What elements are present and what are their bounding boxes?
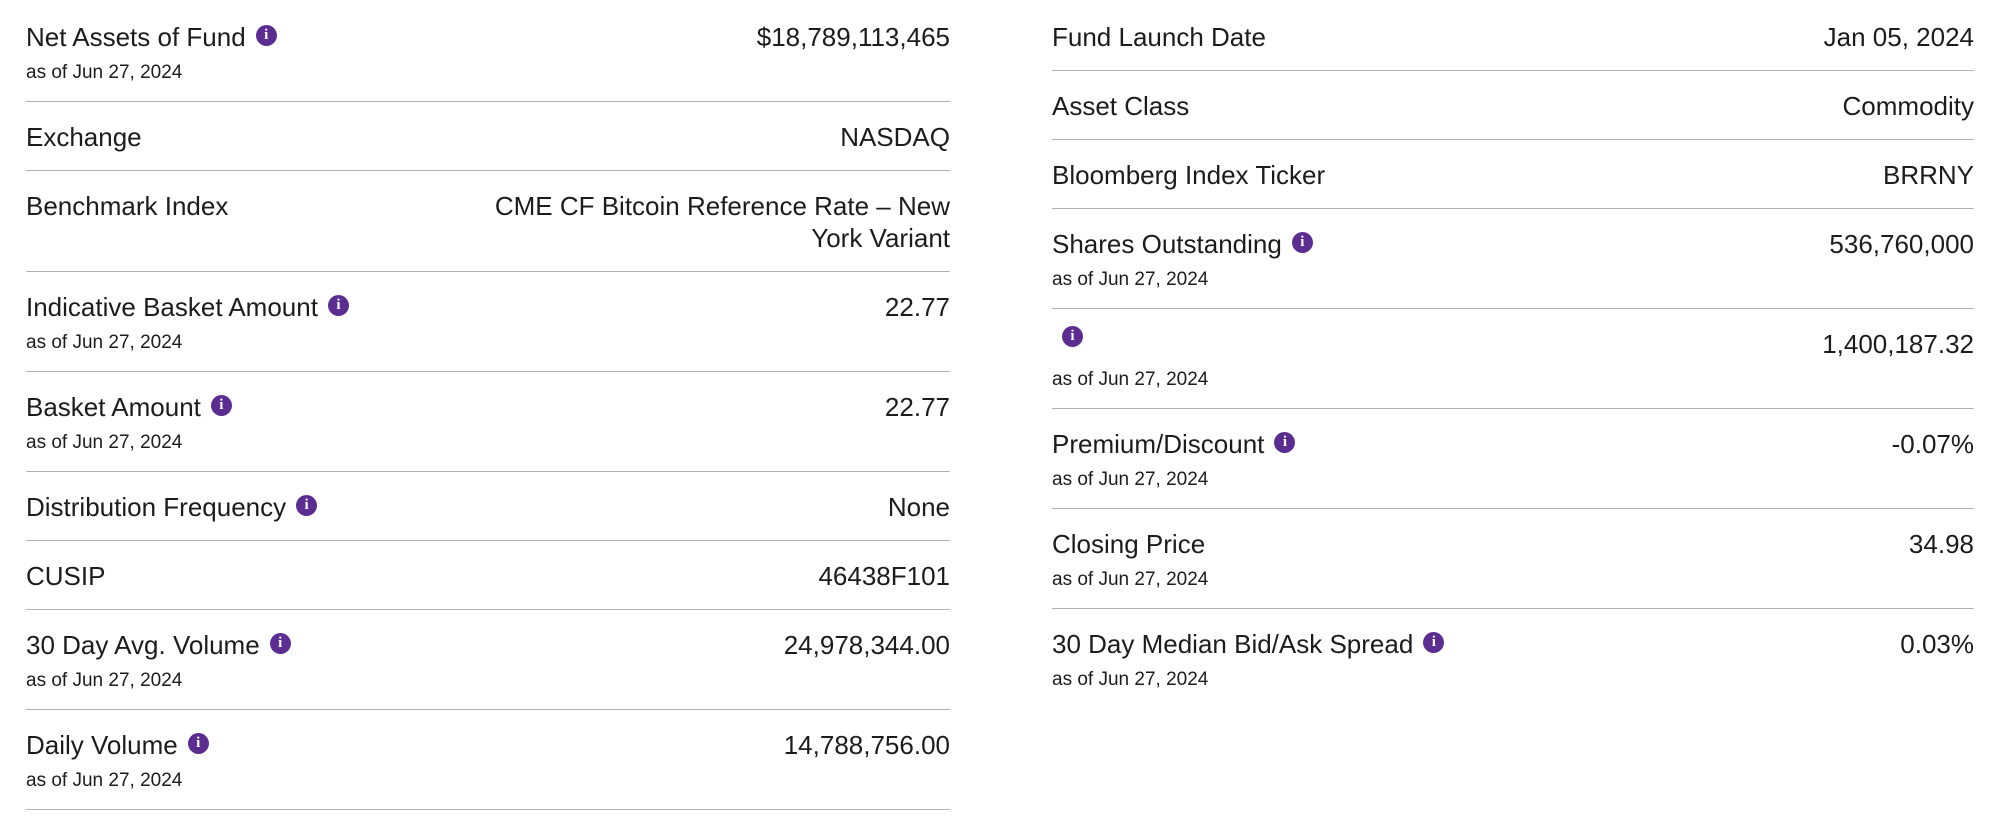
fact-value: None [887, 492, 950, 522]
fact-label: CUSIP [26, 561, 106, 591]
info-icon[interactable]: i [1274, 431, 1296, 453]
fact-label: 30 Day Median Bid/Ask Spread [1052, 629, 1414, 659]
fact-label-line: Benchmark Index [26, 190, 480, 222]
fact-label-line: Daily Volume i [26, 729, 784, 761]
fact-label: Basket Amount [26, 392, 201, 422]
fact-value: 536,760,000 [1829, 229, 1974, 259]
as-of-date: as of Jun 27, 2024 [26, 432, 183, 453]
fact-label: Fund Launch Date [1052, 22, 1266, 52]
info-icon[interactable]: i [1423, 631, 1445, 653]
fact-value: NASDAQ [840, 122, 950, 152]
row-30-day-median-bid-ask-spread: 30 Day Median Bid/Ask Spread i 0.03% as … [1052, 609, 1974, 708]
row-indicative-basket-amount: Indicative Basket Amount i 22.77 as of J… [26, 272, 950, 372]
fact-label: 30 Day Avg. Volume [26, 630, 260, 660]
fact-label-line: Premium/Discount i [1052, 428, 1892, 460]
fact-label-line: Asset Class [1052, 90, 1843, 122]
fact-label-line: i [1052, 326, 1822, 349]
as-of-date: as of Jun 27, 2024 [1052, 369, 1209, 390]
fact-label-line: Distribution Frequency i [26, 491, 888, 523]
fact-label-line: Exchange [26, 121, 840, 153]
as-of-date: as of Jun 27, 2024 [1052, 269, 1209, 290]
row-benchmark-index: Benchmark Index CME CF Bitcoin Reference… [26, 171, 950, 272]
fact-label: Bloomberg Index Ticker [1052, 160, 1326, 190]
fact-value: 46438F101 [818, 561, 950, 591]
as-of-date: as of Jun 27, 2024 [26, 62, 183, 83]
row-shares-outstanding: Shares Outstanding i 536,760,000 as of J… [1052, 209, 1974, 309]
fact-label-line: 30 Day Median Bid/Ask Spread i [1052, 628, 1900, 660]
fact-label: Exchange [26, 122, 142, 152]
fact-label: Asset Class [1052, 91, 1190, 121]
row-basket-amount: Basket Amount i 22.77 as of Jun 27, 2024 [26, 372, 950, 472]
fact-value: 34.98 [1908, 529, 1974, 559]
fact-value: 1,400,187.32 [1822, 329, 1974, 359]
fact-value: 14,788,756.00 [783, 730, 950, 760]
fact-label-line: Indicative Basket Amount i [26, 291, 885, 323]
info-icon[interactable]: i [1291, 231, 1313, 253]
fact-label: Premium/Discount [1052, 429, 1265, 459]
fact-label-line: CUSIP [26, 560, 818, 592]
row-cusip: CUSIP 46438F101 [26, 541, 950, 610]
fact-value: CME CF Bitcoin Reference Rate – New York… [494, 191, 950, 253]
info-icon[interactable]: i [296, 494, 318, 516]
fact-label: Benchmark Index [26, 191, 229, 221]
row-asset-class: Asset Class Commodity [1052, 71, 1974, 140]
row-30-day-avg-volume: 30 Day Avg. Volume i 24,978,344.00 as of… [26, 610, 950, 710]
key-facts-column-right: Fund Launch Date Jan 05, 2024 Asset Clas… [1052, 2, 1974, 708]
info-icon[interactable]: i [187, 732, 209, 754]
fact-label-line: Basket Amount i [26, 391, 885, 423]
fact-label: Net Assets of Fund [26, 22, 246, 52]
fact-label-line: 30 Day Avg. Volume i [26, 629, 784, 661]
info-icon[interactable]: i [255, 24, 277, 46]
as-of-date: as of Jun 27, 2024 [26, 670, 183, 691]
fact-label-line: Bloomberg Index Ticker [1052, 159, 1883, 191]
info-icon[interactable]: i [269, 632, 291, 654]
fact-value: Jan 05, 2024 [1823, 22, 1974, 52]
as-of-date: as of Jun 27, 2024 [1052, 669, 1209, 690]
row-unlabeled-metric: i 1,400,187.32 as of Jun 27, 2024 [1052, 309, 1974, 409]
fact-value: Commodity [1842, 91, 1974, 121]
fact-label: Daily Volume [26, 730, 178, 760]
key-facts-columns: Net Assets of Fund i $18,789,113,465 as … [26, 2, 1974, 810]
info-icon[interactable]: i [210, 394, 232, 416]
fact-label: Indicative Basket Amount [26, 292, 318, 322]
info-icon[interactable]: i [1062, 326, 1083, 347]
row-fund-launch-date: Fund Launch Date Jan 05, 2024 [1052, 2, 1974, 71]
row-bloomberg-index-ticker: Bloomberg Index Ticker BRRNY [1052, 140, 1974, 209]
row-closing-price: Closing Price 34.98 as of Jun 27, 2024 [1052, 509, 1974, 609]
fact-value: $18,789,113,465 [756, 22, 950, 52]
fact-label-line: Shares Outstanding i [1052, 228, 1829, 260]
row-premium-discount: Premium/Discount i -0.07% as of Jun 27, … [1052, 409, 1974, 509]
fact-label-line: Closing Price [1052, 528, 1909, 560]
row-distribution-frequency: Distribution Frequency i None [26, 472, 950, 541]
as-of-date: as of Jun 27, 2024 [1052, 469, 1209, 490]
fact-value: 24,978,344.00 [783, 630, 950, 660]
fact-label: Shares Outstanding [1052, 229, 1282, 259]
key-facts-column-left: Net Assets of Fund i $18,789,113,465 as … [26, 2, 950, 810]
as-of-date: as of Jun 27, 2024 [1052, 569, 1209, 590]
fact-label: Distribution Frequency [26, 492, 287, 522]
as-of-date: as of Jun 27, 2024 [26, 332, 183, 353]
fact-label: Closing Price [1052, 529, 1206, 559]
as-of-date: as of Jun 27, 2024 [26, 770, 183, 791]
row-exchange: Exchange NASDAQ [26, 102, 950, 171]
fact-value: 22.77 [884, 392, 950, 422]
info-icon[interactable]: i [327, 294, 349, 316]
fact-label-line: Net Assets of Fund i [26, 21, 757, 53]
fact-value: 22.77 [884, 292, 950, 322]
row-daily-volume: Daily Volume i 14,788,756.00 as of Jun 2… [26, 710, 950, 810]
row-net-assets-of-fund: Net Assets of Fund i $18,789,113,465 as … [26, 2, 950, 102]
fact-value: -0.07% [1891, 429, 1974, 459]
fact-label-line: Fund Launch Date [1052, 21, 1824, 53]
fact-value: 0.03% [1900, 629, 1974, 659]
fact-value: BRRNY [1882, 160, 1974, 190]
